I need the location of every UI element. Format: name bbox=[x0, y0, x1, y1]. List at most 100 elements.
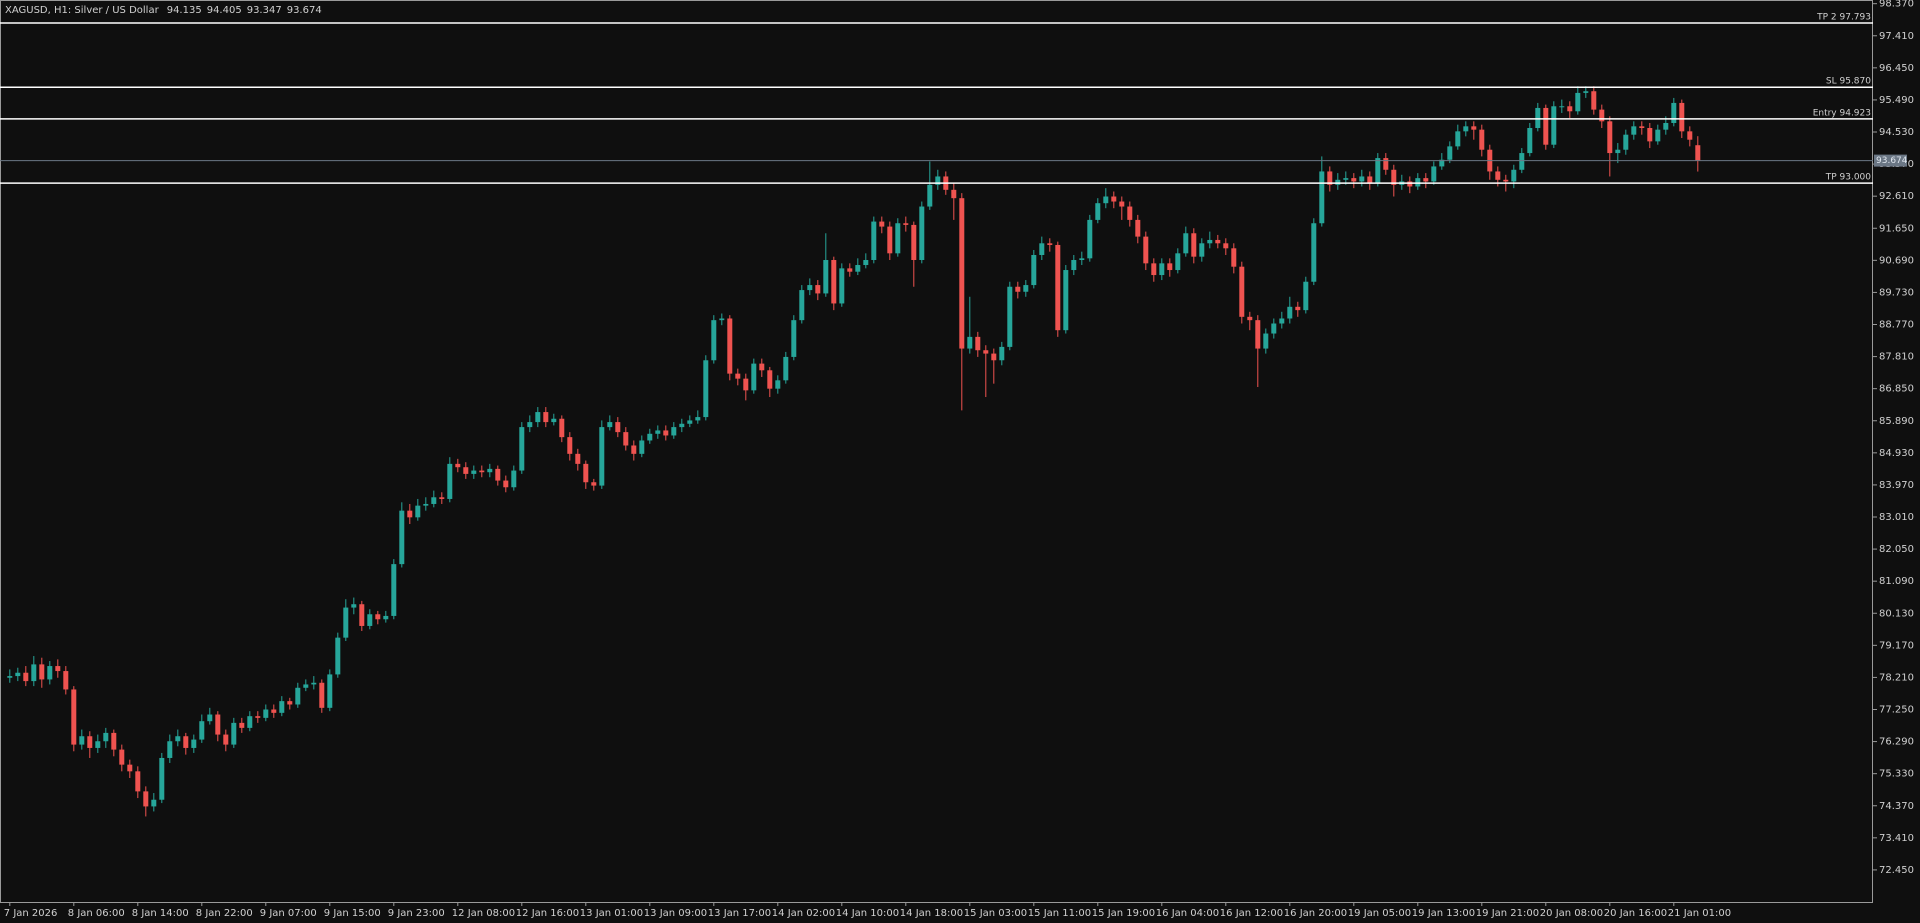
candle-body bbox=[703, 360, 709, 418]
candle-body bbox=[799, 290, 805, 321]
level-label: TP 2 97.793 bbox=[1816, 12, 1871, 22]
candle-body bbox=[287, 701, 293, 705]
candle-body bbox=[895, 223, 901, 254]
y-tick-label: 82.050 bbox=[1879, 544, 1914, 555]
candle-body bbox=[455, 463, 461, 468]
candle-body bbox=[311, 682, 317, 685]
candle-body bbox=[1167, 263, 1173, 271]
candle-body bbox=[1023, 285, 1029, 292]
candle-body bbox=[1559, 106, 1565, 108]
candle-body bbox=[127, 764, 133, 772]
chart-title: XAGUSD, H1: Silver / US Dollar bbox=[5, 5, 160, 16]
candle-body bbox=[1415, 178, 1421, 187]
candle-body bbox=[599, 427, 605, 486]
candle-body bbox=[831, 260, 837, 304]
candle-body bbox=[911, 224, 917, 261]
x-tick-label: 14 Jan 18:00 bbox=[900, 908, 963, 919]
level-label: Entry 94.923 bbox=[1813, 108, 1871, 118]
candle-body bbox=[671, 427, 677, 436]
y-tick-label: 76.290 bbox=[1879, 737, 1914, 748]
candle-body bbox=[1039, 243, 1045, 255]
candle-body bbox=[215, 714, 221, 735]
candle-body bbox=[759, 363, 765, 371]
candle-body bbox=[855, 265, 861, 272]
y-tick-label: 94.530 bbox=[1879, 127, 1914, 138]
candle-body bbox=[1295, 306, 1301, 311]
candle-body bbox=[1175, 253, 1181, 271]
y-tick-label: 81.090 bbox=[1879, 576, 1914, 587]
candle-body bbox=[1423, 178, 1429, 182]
candle-body bbox=[207, 714, 213, 722]
candle-body bbox=[119, 749, 125, 765]
x-tick-label: 13 Jan 01:00 bbox=[580, 908, 643, 919]
candle-body bbox=[1535, 107, 1541, 128]
candle-body bbox=[1055, 244, 1061, 331]
x-tick-label: 12 Jan 08:00 bbox=[452, 908, 515, 919]
candle-body bbox=[727, 318, 733, 374]
candle-body bbox=[1471, 126, 1477, 130]
candle-body bbox=[1687, 131, 1693, 140]
candle-body bbox=[1367, 176, 1373, 184]
candle-body bbox=[383, 615, 389, 620]
candle-body bbox=[1031, 254, 1037, 286]
candle-body bbox=[135, 771, 141, 792]
x-tick-label: 12 Jan 16:00 bbox=[516, 908, 579, 919]
candle-body bbox=[847, 268, 853, 272]
candle-body bbox=[791, 320, 797, 357]
candle-body bbox=[1263, 333, 1269, 349]
candle-body bbox=[1551, 106, 1557, 145]
candle-body bbox=[1327, 171, 1333, 185]
candle-body bbox=[95, 741, 101, 748]
candle-body bbox=[1511, 169, 1517, 182]
y-tick-label: 77.250 bbox=[1879, 705, 1914, 716]
candle-body bbox=[1439, 159, 1445, 167]
candle-body bbox=[1279, 318, 1285, 324]
y-tick-label: 84.930 bbox=[1879, 448, 1914, 459]
candle-body bbox=[279, 701, 285, 713]
candle-body bbox=[199, 721, 205, 740]
candle-body bbox=[879, 221, 885, 227]
x-tick-label: 19 Jan 13:00 bbox=[1412, 908, 1475, 919]
candle-body bbox=[623, 432, 629, 446]
candle-body bbox=[55, 666, 61, 672]
x-tick-label: 8 Jan 06:00 bbox=[68, 908, 125, 919]
candle-body bbox=[1671, 102, 1677, 123]
candle-body bbox=[1407, 181, 1413, 187]
candle-body bbox=[1247, 316, 1253, 321]
candle-body bbox=[39, 664, 45, 680]
plot-frame bbox=[0, 0, 1873, 903]
x-tick-label: 19 Jan 21:00 bbox=[1476, 908, 1539, 919]
candle-body bbox=[663, 430, 669, 436]
candle-body bbox=[1647, 127, 1653, 142]
candle-body bbox=[1351, 178, 1357, 182]
candle-body bbox=[1271, 323, 1277, 334]
chart-header: XAGUSD, H1: Silver / US Dollar 94.135 94.4… bbox=[5, 5, 322, 16]
candle-body bbox=[1079, 258, 1085, 261]
candle-body bbox=[775, 380, 781, 389]
candle-body bbox=[423, 503, 429, 506]
candle-body bbox=[751, 363, 757, 391]
x-tick-label: 14 Jan 10:00 bbox=[836, 908, 899, 919]
candle-body bbox=[935, 176, 941, 185]
candle-body bbox=[719, 318, 725, 321]
candle-body bbox=[439, 497, 445, 499]
candle-body bbox=[1663, 122, 1669, 130]
candle-body bbox=[711, 320, 717, 361]
candle-body bbox=[367, 614, 373, 626]
x-tick-label: 8 Jan 14:00 bbox=[132, 908, 189, 919]
level-label: SL 95.870 bbox=[1826, 77, 1871, 87]
candle-body bbox=[15, 672, 21, 677]
candle-body bbox=[919, 206, 925, 261]
x-tick-label: 19 Jan 05:00 bbox=[1348, 908, 1411, 919]
candle-body bbox=[399, 510, 405, 565]
candle-body bbox=[743, 378, 749, 391]
candle-body bbox=[327, 674, 333, 708]
candle-body bbox=[1095, 203, 1101, 220]
candle-body bbox=[607, 422, 613, 428]
x-tick-label: 9 Jan 15:00 bbox=[324, 908, 381, 919]
candle-body bbox=[519, 427, 525, 471]
candle-body bbox=[335, 637, 341, 675]
candle-body bbox=[1007, 286, 1013, 347]
